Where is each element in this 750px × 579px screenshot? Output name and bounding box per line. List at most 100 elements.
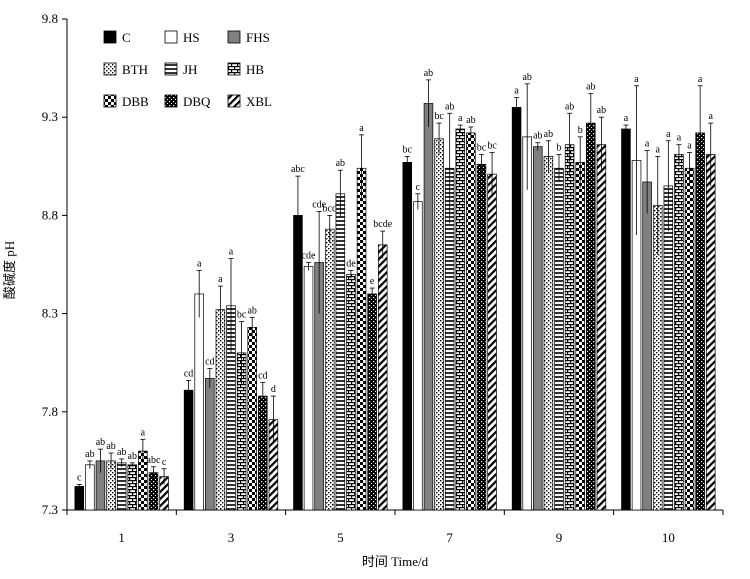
y-tick-label: 7.8: [42, 404, 58, 419]
axes-layer: 7.3 7.8 8.3 8.8 9.3 9.8 1 3 5 7 9 10: [42, 11, 724, 545]
significance-label: a: [666, 129, 671, 140]
significance-label: ab: [533, 131, 542, 142]
significance-label: cd: [258, 370, 267, 381]
bar: [205, 378, 215, 511]
bar: [466, 132, 476, 511]
x-tick-label: 9: [556, 530, 563, 545]
legend-swatch: [103, 62, 117, 76]
significance-label: a: [645, 139, 650, 150]
significance-label: d: [271, 384, 276, 395]
bar: [74, 486, 85, 511]
significance-label: c: [416, 182, 421, 193]
significance-label: a: [634, 74, 639, 85]
legend-swatch: [164, 62, 178, 76]
significance-label: abc: [147, 455, 161, 466]
bar: [554, 167, 564, 511]
significance-label: de: [346, 258, 356, 269]
bar: [413, 201, 423, 511]
bar: [116, 462, 127, 511]
significance-label: cd: [205, 357, 214, 368]
bar: [324, 228, 335, 511]
legend-label: C: [122, 30, 131, 45]
significance-label: a: [677, 133, 682, 144]
legend-label: JH: [183, 62, 197, 77]
significance-label: ab: [106, 441, 115, 452]
legend-swatch: [103, 94, 117, 108]
bar: [564, 144, 575, 511]
significance-label: a: [458, 113, 463, 124]
significance-label: ab: [544, 129, 553, 140]
significance-label: a: [687, 141, 692, 152]
significance-label: c: [77, 472, 82, 483]
significance-label: e: [370, 276, 375, 287]
bar: [695, 132, 705, 511]
bar: [455, 128, 466, 511]
bar: [674, 154, 684, 511]
bar: [127, 464, 138, 511]
significance-label: ab: [522, 72, 531, 83]
bar: [303, 266, 314, 511]
significance-label: a: [709, 111, 714, 122]
y-axis-label: 酸碱度 pH: [2, 241, 17, 299]
significance-label: ab: [597, 105, 606, 116]
significance-label: a: [359, 123, 364, 134]
legend-swatch: [164, 94, 178, 108]
bar: [533, 146, 543, 511]
x-axis-label: 时间 Time/d: [362, 554, 429, 569]
significance-label: cd: [184, 368, 193, 379]
bar: [335, 193, 346, 511]
x-tick-label: 7: [446, 530, 453, 545]
significance-label: ab: [336, 158, 345, 169]
bar: [684, 167, 695, 511]
significance-label: cde: [312, 199, 326, 210]
significance-label: ab: [85, 449, 94, 460]
legend-label: DBQ: [183, 94, 211, 109]
bar: [423, 103, 434, 511]
significance-label: bc: [237, 309, 247, 320]
bar: [247, 326, 257, 511]
y-tick-label: 8.8: [42, 207, 58, 222]
bar: [346, 273, 356, 511]
bar: [258, 395, 268, 511]
significance-label: ab: [424, 68, 433, 79]
x-tick-label: 3: [228, 530, 235, 545]
significance-label: b: [578, 125, 583, 136]
y-tick-label: 9.8: [42, 11, 58, 26]
significance-label: a: [218, 274, 223, 285]
significance-label: ab: [445, 101, 454, 112]
legend-swatch: [227, 62, 241, 76]
significance-label: a: [197, 258, 202, 269]
significance-label: ab: [117, 447, 126, 458]
significance-label: a: [141, 427, 146, 438]
y-tick-label: 9.3: [42, 109, 58, 124]
legend: C HS FHS BTH JH HB DBB DBQ XBL: [103, 30, 272, 109]
bar: [215, 309, 226, 511]
significance-label: ab: [247, 306, 256, 317]
significance-label: ab: [586, 82, 595, 93]
significance-label: a: [624, 113, 629, 124]
significance-label: cde: [302, 251, 316, 262]
significance-label: c: [162, 457, 167, 468]
legend-label: XBL: [246, 94, 272, 109]
y-tick-label: 7.3: [42, 502, 58, 517]
significance-label: bcd: [323, 203, 337, 214]
legend-label: FHS: [246, 30, 270, 45]
legend-label: HS: [183, 30, 200, 45]
bar: [586, 122, 596, 511]
significance-label: bcde: [373, 219, 392, 230]
bar: [511, 107, 522, 511]
legend-label: HB: [246, 62, 264, 77]
significance-label: a: [698, 74, 703, 85]
significance-label: ab: [96, 437, 105, 448]
legend-swatch: [164, 30, 178, 44]
bar: [575, 162, 585, 511]
bar: [487, 173, 497, 511]
significance-label: a: [514, 86, 519, 97]
bar: [434, 138, 444, 511]
bar: [367, 293, 377, 511]
x-tick-label: 1: [118, 530, 125, 545]
bar: [85, 464, 95, 511]
bar: [543, 156, 554, 511]
significance-label: bc: [487, 141, 497, 152]
